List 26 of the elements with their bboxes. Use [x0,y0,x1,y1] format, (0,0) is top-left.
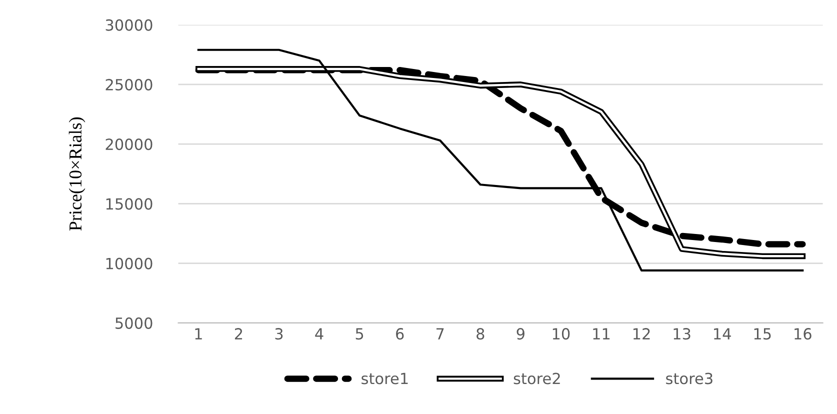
y-tick-label: 10000 [106,258,152,270]
legend-label: store2 [514,372,560,384]
y-tick-label: 15000 [106,198,152,210]
x-tick-label: 11 [593,328,610,340]
y-tick-label: 25000 [106,78,152,90]
x-tick-label: 1 [195,328,202,340]
y-tick-label: 5000 [116,317,152,329]
y-axis-title: Price(10×Rials) [68,117,86,231]
x-tick-label: 9 [516,328,524,340]
x-tick-label: 2 [234,328,242,340]
x-tick-label: 10 [552,328,570,340]
x-tick-label: 8 [476,328,484,340]
y-tick-label: 20000 [106,138,152,150]
x-tick-label: 4 [315,328,324,340]
y-tick-label: 30000 [106,19,152,31]
x-tick-label: 6 [396,328,404,340]
legend-label: store3 [666,372,712,384]
x-tick-label: 16 [794,328,812,340]
legend-label: store1 [362,372,408,384]
x-tick-label: 12 [633,328,650,340]
x-tick-label: 5 [356,328,364,340]
x-tick-label: 3 [275,328,283,340]
x-tick-label: 13 [674,328,690,340]
x-tick-label: 7 [436,328,444,340]
x-tick-label: 14 [714,328,731,340]
x-tick-label: 15 [754,328,771,340]
